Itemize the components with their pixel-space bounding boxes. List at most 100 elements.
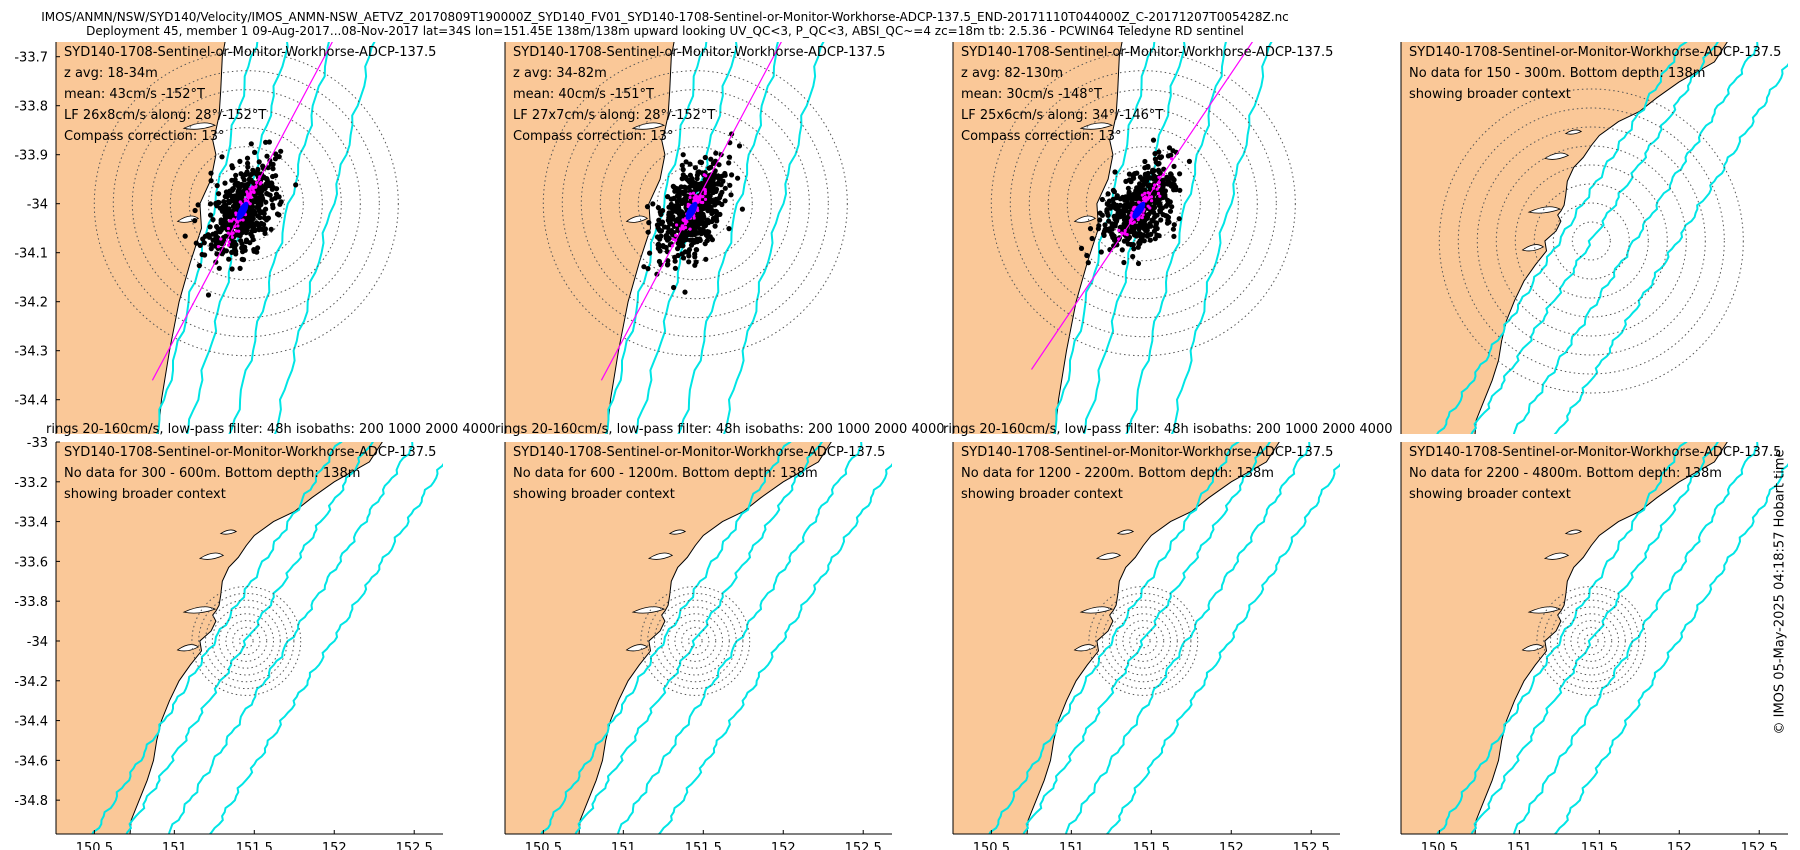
y-tick-label: -34.2 bbox=[14, 296, 48, 311]
map-panel-5: SYD140-1708-Sentinel-or-Monitor-Workhors… bbox=[14, 436, 443, 850]
y-tick-label: -34.3 bbox=[14, 345, 48, 360]
speed-ring bbox=[654, 599, 737, 683]
speed-ring bbox=[1129, 626, 1158, 656]
panel-annotation-line-2: showing broader context bbox=[513, 487, 675, 502]
land-mass bbox=[1401, 442, 1728, 834]
speed-ring bbox=[599, 108, 791, 300]
speed-ring bbox=[225, 620, 268, 662]
land-mass bbox=[56, 442, 383, 834]
estuary-4 bbox=[219, 529, 238, 535]
isobath-4 bbox=[273, 42, 376, 434]
panel-annotation-line-2: showing broader context bbox=[1409, 487, 1571, 502]
speed-ring bbox=[1122, 620, 1165, 662]
panel-annotation-line-1: No data for 1200 - 2200m. Bottom depth: … bbox=[961, 466, 1274, 481]
isobath-1 bbox=[1053, 42, 1156, 434]
panel-title: SYD140-1708-Sentinel-or-Monitor-Workhors… bbox=[513, 45, 885, 60]
isobath-2 bbox=[1470, 442, 1719, 834]
speed-ring bbox=[1514, 164, 1668, 318]
isobath-2 bbox=[574, 442, 823, 834]
timestamp-credit: © IMOS 05-May-2025 04:18:57 Hobart time bbox=[1772, 449, 1788, 735]
estuary-2 bbox=[631, 122, 666, 130]
speed-ring bbox=[218, 613, 275, 669]
x-tick-label: 152 bbox=[322, 841, 347, 850]
speed-ring bbox=[150, 108, 342, 300]
estuary-3 bbox=[1521, 644, 1545, 652]
speed-ring bbox=[1028, 89, 1258, 319]
isobath-3 bbox=[167, 442, 414, 834]
panel-annotation-line-2: showing broader context bbox=[1409, 87, 1571, 102]
x-tick-label: 151 bbox=[162, 841, 187, 850]
y-tick-label: -33.4 bbox=[14, 516, 48, 531]
panel-annotation-line-1: No data for 600 - 1200m. Bottom depth: 1… bbox=[513, 466, 818, 481]
estuary-2 bbox=[1079, 122, 1114, 130]
estuary-1 bbox=[1543, 152, 1570, 160]
x-tick-label: 152.5 bbox=[1741, 841, 1778, 850]
y-tick-label: -33.8 bbox=[14, 595, 48, 610]
isobath-3 bbox=[616, 442, 863, 834]
x-tick-label: 151 bbox=[1507, 841, 1532, 850]
estuary-2 bbox=[182, 606, 217, 614]
panel-annotation-line-4: Compass correction: 13° bbox=[961, 129, 1121, 144]
speed-ring bbox=[688, 633, 703, 649]
estuary-3 bbox=[176, 215, 200, 223]
map-panel-7: SYD140-1708-Sentinel-or-Monitor-Workhors… bbox=[952, 442, 1340, 850]
estuary-4 bbox=[668, 529, 687, 535]
panel-title: SYD140-1708-Sentinel-or-Monitor-Workhors… bbox=[513, 445, 885, 460]
estuary-3 bbox=[1521, 244, 1545, 252]
isobath-2 bbox=[1022, 442, 1271, 834]
panel-annotation-line-2: mean: 43cm/s -152°T bbox=[64, 87, 205, 102]
isobath-4 bbox=[1553, 463, 1788, 834]
x-tick-label: 152.5 bbox=[845, 841, 882, 850]
isobath-1 bbox=[91, 442, 343, 834]
y-tick-label: -33.2 bbox=[14, 476, 48, 491]
y-tick-label: -34.6 bbox=[14, 754, 48, 769]
speed-ring bbox=[1115, 613, 1172, 669]
x-tick-label: 150.5 bbox=[973, 841, 1010, 850]
x-tick-label: 151.5 bbox=[236, 841, 273, 850]
speed-ring bbox=[1457, 107, 1725, 375]
estuary-2 bbox=[1079, 606, 1114, 614]
x-tick-label: 151.5 bbox=[1581, 841, 1618, 850]
mean-current-vector bbox=[236, 203, 248, 221]
x-tick-label: 150.5 bbox=[525, 841, 562, 850]
speed-ring bbox=[640, 586, 751, 696]
speed-ring bbox=[1563, 613, 1620, 669]
estuary-1 bbox=[1543, 552, 1570, 560]
isobath-3 bbox=[1064, 442, 1311, 834]
speed-ring bbox=[211, 606, 281, 676]
isobath-3 bbox=[1512, 42, 1759, 434]
estuary-3 bbox=[625, 644, 649, 652]
estuary-1 bbox=[198, 552, 225, 560]
speed-ring bbox=[674, 620, 717, 662]
x-tick-label: 152 bbox=[1667, 841, 1692, 850]
y-tick-label: -33.7 bbox=[14, 51, 48, 66]
panel-title: SYD140-1708-Sentinel-or-Monitor-Workhors… bbox=[961, 45, 1333, 60]
map-panel-3: SYD140-1708-Sentinel-or-Monitor-Workhors… bbox=[943, 42, 1393, 437]
y-tick-label: -33.8 bbox=[14, 100, 48, 115]
panel-annotation-line-1: No data for 300 - 600m. Bottom depth: 13… bbox=[64, 466, 360, 481]
x-tick-label: 150.5 bbox=[76, 841, 113, 850]
header-line-2: Deployment 45, member 1 09-Aug-2017...08… bbox=[86, 24, 1244, 38]
panel-footer: rings 20-160cm/s, low-pass filter: 48h i… bbox=[495, 422, 945, 437]
y-tick-label: -34.4 bbox=[14, 715, 48, 730]
speed-ring bbox=[681, 626, 710, 656]
header-line-1: IMOS/ANMN/NSW/SYD140/Velocity/IMOS_ANMN-… bbox=[41, 10, 1289, 24]
estuary-1 bbox=[1095, 552, 1122, 560]
isobath-1 bbox=[1436, 442, 1688, 834]
isobath-2 bbox=[1470, 42, 1719, 434]
x-tick-label: 151 bbox=[1059, 841, 1084, 850]
panel-title: SYD140-1708-Sentinel-or-Monitor-Workhors… bbox=[64, 45, 436, 60]
panel-annotation-line-1: z avg: 18-34m bbox=[64, 66, 158, 81]
speed-ring bbox=[1047, 108, 1239, 300]
panel-annotation-line-4: Compass correction: 13° bbox=[64, 129, 224, 144]
x-tick-label: 152 bbox=[1219, 841, 1244, 850]
panel-annotation-line-3: LF 26x8cm/s along: 28°/-152°T bbox=[64, 108, 266, 123]
estuary-3 bbox=[1073, 215, 1097, 223]
speed-ring bbox=[1102, 599, 1185, 683]
panel-annotation-line-1: No data for 2200 - 4800m. Bottom depth: … bbox=[1409, 466, 1722, 481]
panel-annotation-line-4: Compass correction: 13° bbox=[513, 129, 673, 144]
map-panel-4: SYD140-1708-Sentinel-or-Monitor-Workhors… bbox=[1400, 42, 1788, 434]
x-tick-label: 152.5 bbox=[396, 841, 433, 850]
speed-ring bbox=[1556, 606, 1626, 676]
